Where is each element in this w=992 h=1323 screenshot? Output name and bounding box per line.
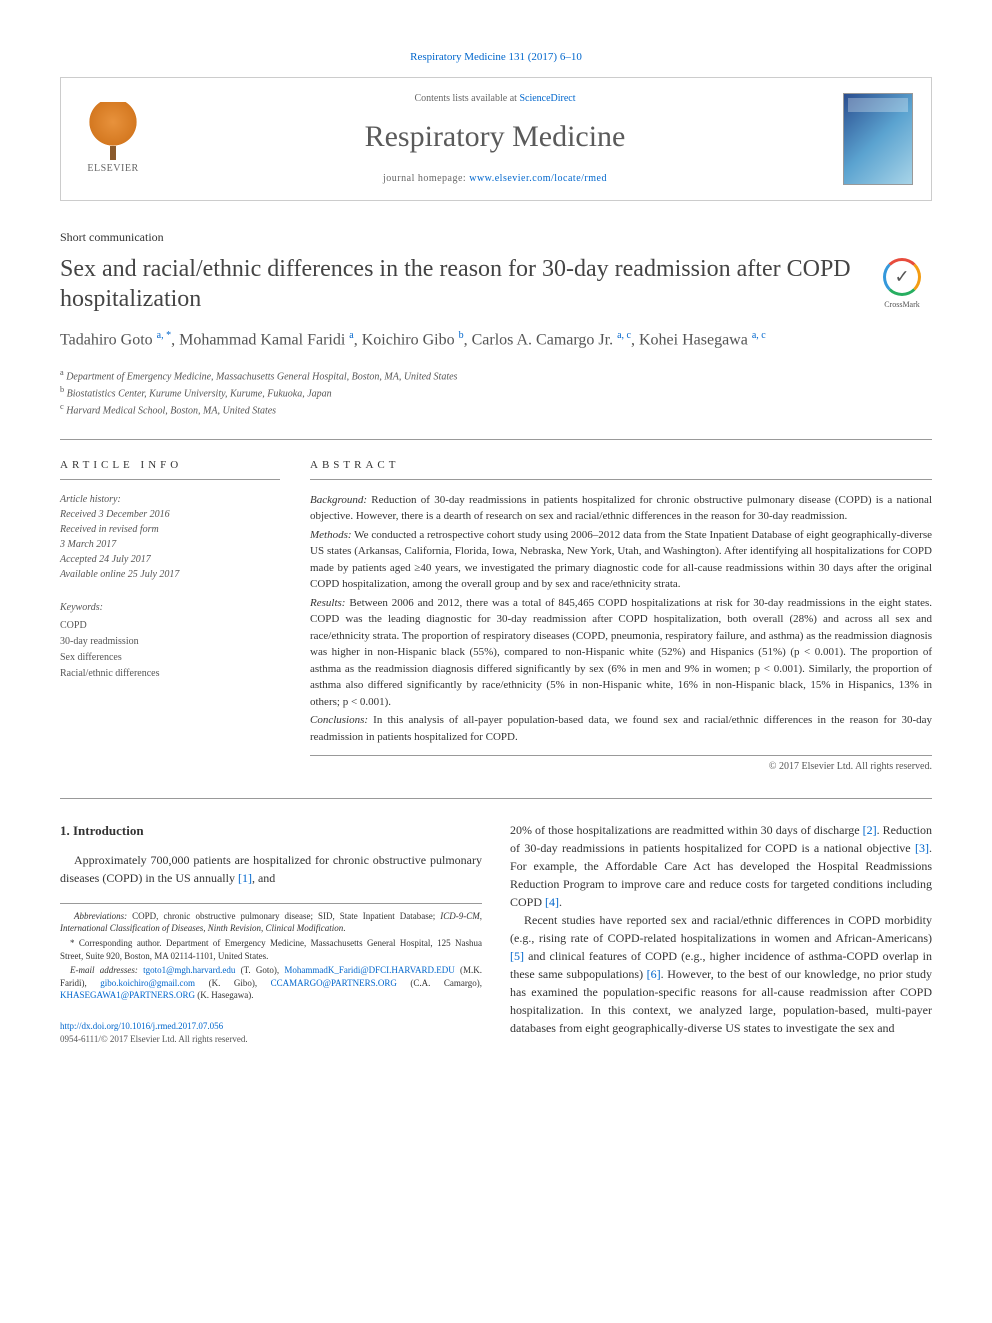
right-column: 20% of those hospitalizations are readmi…: [510, 821, 932, 1045]
reference-link[interactable]: [2]: [863, 823, 877, 837]
elsevier-tree-icon: [88, 102, 138, 152]
contents-prefix: Contents lists available at: [414, 93, 519, 104]
keywords-label: Keywords:: [60, 600, 280, 616]
body-columns: 1. Introduction Approximately 700,000 pa…: [60, 798, 932, 1045]
reference-link[interactable]: [1]: [238, 871, 252, 885]
keyword: 30-day readmission: [60, 634, 280, 650]
title-row: Sex and racial/ethnic differences in the…: [60, 254, 932, 314]
keyword: Racial/ethnic differences: [60, 666, 280, 682]
article-info-heading: ARTICLE INFO: [60, 458, 280, 480]
homepage-prefix: journal homepage:: [383, 173, 469, 184]
sciencedirect-link[interactable]: ScienceDirect: [519, 93, 575, 104]
affiliation-line: b Biostatistics Center, Kurume Universit…: [60, 384, 932, 401]
abstract-section: Background: Reduction of 30-day readmiss…: [310, 492, 932, 525]
author-email-link[interactable]: KHASEGAWA1@PARTNERS.ORG: [60, 990, 195, 1000]
abstract-column: ABSTRACT Background: Reduction of 30-day…: [310, 458, 932, 775]
doi-link[interactable]: http://dx.doi.org/10.1016/j.rmed.2017.07…: [60, 1021, 223, 1031]
history-line: Received in revised form: [60, 522, 280, 537]
homepage-link[interactable]: www.elsevier.com/locate/rmed: [469, 173, 607, 184]
journal-name: Respiratory Medicine: [167, 116, 823, 158]
intro-paragraph-right-2: Recent studies have reported sex and rac…: [510, 911, 932, 1037]
article-type: Short communication: [60, 229, 932, 246]
article-history: Article history: Received 3 December 201…: [60, 492, 280, 582]
abstract-section: Results: Between 2006 and 2012, there wa…: [310, 595, 932, 711]
author-email-link[interactable]: tgoto1@mgh.harvard.edu: [143, 965, 235, 975]
footer-block: http://dx.doi.org/10.1016/j.rmed.2017.07…: [60, 1020, 482, 1045]
citation-line: Respiratory Medicine 131 (2017) 6–10: [60, 50, 932, 65]
crossmark-badge[interactable]: CrossMark: [872, 254, 932, 314]
abstract-section: Conclusions: In this analysis of all-pay…: [310, 712, 932, 745]
publisher-name: ELSEVIER: [87, 162, 138, 176]
crossmark-icon: [883, 258, 921, 296]
reference-link[interactable]: [5]: [510, 949, 524, 963]
journal-cover-thumbnail: [843, 93, 913, 185]
history-line: Received 3 December 2016: [60, 507, 280, 522]
left-column: 1. Introduction Approximately 700,000 pa…: [60, 821, 482, 1045]
abstract-heading: ABSTRACT: [310, 458, 932, 480]
author-email-link[interactable]: MohammadK_Faridi@DFCI.HARVARD.EDU: [284, 965, 454, 975]
authors-list: Tadahiro Goto a, *, Mohammad Kamal Farid…: [60, 328, 932, 352]
abstract-section: Methods: We conducted a retrospective co…: [310, 527, 932, 593]
reference-link[interactable]: [3]: [915, 841, 929, 855]
corresponding-author-footnote: * Corresponding author. Department of Em…: [60, 937, 482, 962]
author-email-link[interactable]: gibo.koichiro@gmail.com: [100, 978, 195, 988]
article-info-column: ARTICLE INFO Article history: Received 3…: [60, 458, 280, 775]
issn-copyright-line: 0954-6111/© 2017 Elsevier Ltd. All right…: [60, 1034, 248, 1044]
affiliation-line: c Harvard Medical School, Boston, MA, Un…: [60, 401, 932, 418]
contents-available-line: Contents lists available at ScienceDirec…: [167, 92, 823, 106]
reference-link[interactable]: [4]: [545, 895, 559, 909]
keyword: Sex differences: [60, 650, 280, 666]
history-label: Article history:: [60, 492, 280, 507]
reference-link[interactable]: [6]: [647, 967, 661, 981]
abstract-copyright: © 2017 Elsevier Ltd. All rights reserved…: [310, 755, 932, 774]
abbreviations-footnote: Abbreviations: COPD, chronic obstructive…: [60, 910, 482, 935]
history-line: Available online 25 July 2017: [60, 567, 280, 582]
crossmark-label: CrossMark: [884, 299, 920, 310]
author-email-link[interactable]: CCAMARGO@PARTNERS.ORG: [271, 978, 397, 988]
journal-header: ELSEVIER Contents lists available at Sci…: [60, 77, 932, 201]
article-title: Sex and racial/ethnic differences in the…: [60, 254, 852, 314]
history-line: Accepted 24 July 2017: [60, 552, 280, 567]
elsevier-logo: ELSEVIER: [79, 101, 147, 177]
footnotes: Abbreviations: COPD, chronic obstructive…: [60, 903, 482, 1002]
intro-paragraph-left: Approximately 700,000 patients are hospi…: [60, 851, 482, 887]
keywords-block: Keywords: COPD30-day readmissionSex diff…: [60, 600, 280, 682]
info-abstract-row: ARTICLE INFO Article history: Received 3…: [60, 439, 932, 775]
header-center: Contents lists available at ScienceDirec…: [167, 92, 823, 186]
page-container: Respiratory Medicine 131 (2017) 6–10 ELS…: [0, 0, 992, 1085]
email-addresses-footnote: E-mail addresses: tgoto1@mgh.harvard.edu…: [60, 964, 482, 1002]
section-1-heading: 1. Introduction: [60, 821, 482, 841]
keyword: COPD: [60, 618, 280, 634]
affiliation-line: a Department of Emergency Medicine, Mass…: [60, 367, 932, 384]
abstract-text: Background: Reduction of 30-day readmiss…: [310, 492, 932, 746]
history-line: 3 March 2017: [60, 537, 280, 552]
intro-paragraph-right-1: 20% of those hospitalizations are readmi…: [510, 821, 932, 911]
affiliations-list: a Department of Emergency Medicine, Mass…: [60, 367, 932, 419]
homepage-line: journal homepage: www.elsevier.com/locat…: [167, 172, 823, 186]
